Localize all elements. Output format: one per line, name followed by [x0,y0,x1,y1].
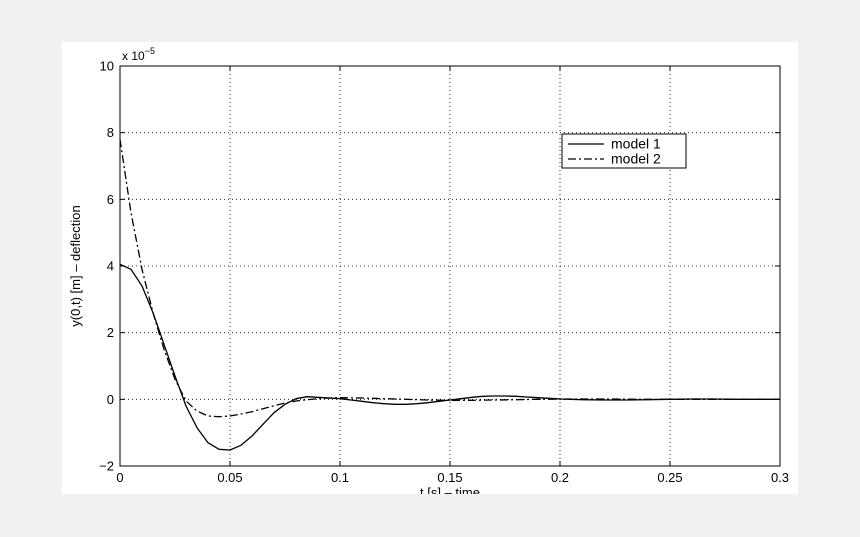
x-tick-label: 0.05 [217,470,242,485]
grid-layer [120,66,780,466]
y-tick-label: 0 [107,392,114,407]
x-tick-label: 0.2 [551,470,569,485]
series-line-2 [119,139,780,418]
y-tick-label: −2 [99,459,114,474]
x-tick-label: 0 [116,470,123,485]
y-tick-label: 4 [107,259,114,274]
x-tick-label: 0.25 [657,470,682,485]
y-tick-label: 10 [100,59,114,74]
y-axis-multiplier: x 10−5 [122,46,155,63]
y-tick-label: 2 [107,325,114,340]
legend: model 1 model 2 [561,133,687,169]
y-axis-multiplier-exponent: −5 [145,46,155,56]
y-axis-multiplier-base: x 10 [122,49,145,63]
series-line-1 [119,263,780,451]
legend-label-model-2: model 2 [611,151,661,167]
x-tick-label: 0.15 [437,470,462,485]
x-tick-label: 0.1 [331,470,349,485]
x-tick-label: 0.3 [771,470,789,485]
legend-label-model-1: model 1 [611,136,661,152]
legend-box [561,133,687,169]
series-layer [119,139,780,451]
y-tick-label: 8 [107,125,114,140]
x-axis-label: t [s] – time [420,485,480,494]
y-tick-label: 6 [107,192,114,207]
y-axis-label: y(0,t) [m] – deflection [68,205,83,326]
figure-frame: 0 0.05 0.1 0.15 0.2 0.25 0.3 −2 0 2 4 6 8 10 x 10−5 t… [62,42,798,494]
